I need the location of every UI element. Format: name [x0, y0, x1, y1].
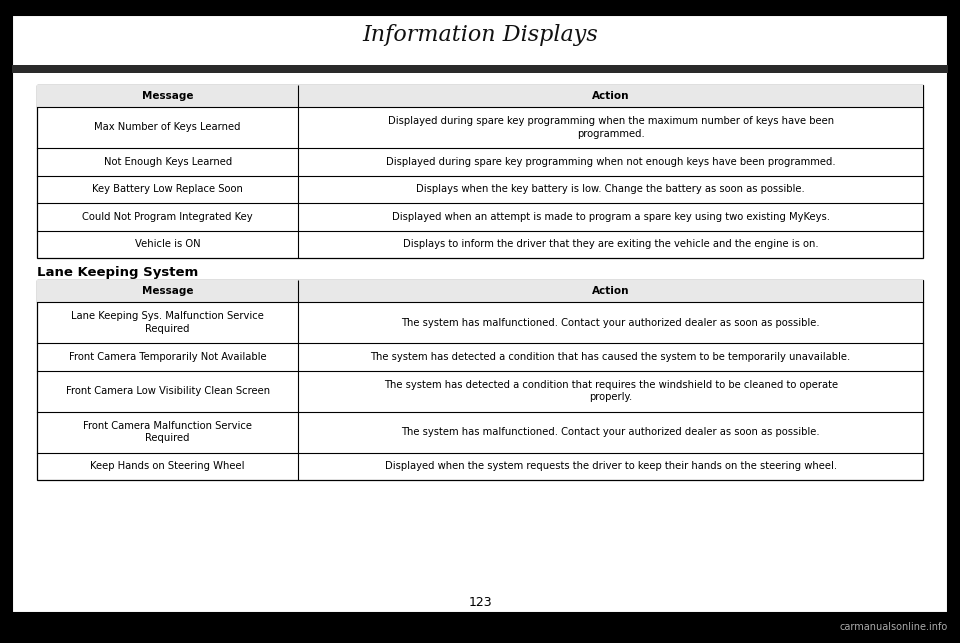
Text: 123: 123	[468, 597, 492, 610]
Text: The system has malfunctioned. Contact your authorized dealer as soon as possible: The system has malfunctioned. Contact yo…	[401, 427, 820, 437]
Text: Action: Action	[592, 91, 630, 101]
Text: Displayed during spare key programming when the maximum number of keys have been: Displayed during spare key programming w…	[388, 116, 833, 139]
Bar	[37, 85, 923, 107]
Text: Lane Keeping Sys. Malfunction Service
Required: Lane Keeping Sys. Malfunction Service Re…	[71, 311, 264, 334]
Text: Message: Message	[142, 286, 193, 296]
Text: Displayed during spare key programming when not enough keys have been programmed: Displayed during spare key programming w…	[386, 157, 835, 167]
Text: Key Battery Low Replace Soon: Key Battery Low Replace Soon	[92, 185, 243, 194]
Bar	[37, 280, 923, 302]
Text: Front Camera Temporarily Not Available: Front Camera Temporarily Not Available	[69, 352, 267, 362]
Bar	[37, 85, 923, 258]
Text: The system has detected a condition that requires the windshield to be cleaned t: The system has detected a condition that…	[384, 380, 838, 403]
Text: Not Enough Keys Learned: Not Enough Keys Learned	[104, 157, 231, 167]
Text: Vehicle is ON: Vehicle is ON	[134, 239, 201, 249]
Text: Displays to inform the driver that they are exiting the vehicle and the engine i: Displays to inform the driver that they …	[403, 239, 819, 249]
Text: Action: Action	[592, 286, 630, 296]
Text: Information Displays: Information Displays	[362, 24, 598, 46]
Text: Displays when the key battery is low. Change the battery as soon as possible.: Displays when the key battery is low. Ch…	[417, 185, 805, 194]
Text: Displayed when an attempt is made to program a spare key using two existing MyKe: Displayed when an attempt is made to pro…	[392, 212, 829, 222]
Text: Max Number of Keys Learned: Max Number of Keys Learned	[94, 123, 241, 132]
Bar	[12, 65, 948, 73]
Text: The system has malfunctioned. Contact your authorized dealer as soon as possible: The system has malfunctioned. Contact yo…	[401, 318, 820, 327]
Text: The system has detected a condition that has caused the system to be temporarily: The system has detected a condition that…	[371, 352, 851, 362]
Text: Lane Keeping System: Lane Keeping System	[37, 266, 199, 279]
Text: Front Camera Low Visibility Clean Screen: Front Camera Low Visibility Clean Screen	[65, 386, 270, 396]
Text: Could Not Program Integrated Key: Could Not Program Integrated Key	[83, 212, 253, 222]
Text: Keep Hands on Steering Wheel: Keep Hands on Steering Wheel	[90, 461, 245, 471]
Text: Front Camera Malfunction Service
Required: Front Camera Malfunction Service Require…	[84, 421, 252, 443]
Text: carmanualsonline.info: carmanualsonline.info	[840, 622, 948, 632]
Bar	[37, 280, 923, 480]
Text: Message: Message	[142, 91, 193, 101]
Text: Displayed when the system requests the driver to keep their hands on the steerin: Displayed when the system requests the d…	[385, 461, 837, 471]
